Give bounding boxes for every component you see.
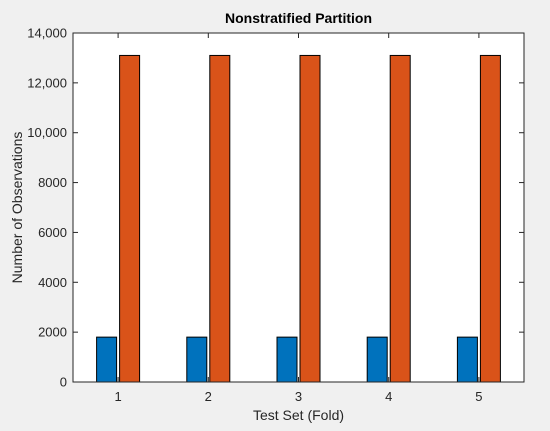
bar-series1-fold-2 [186, 336, 208, 383]
x-axis-label: Test Set (Fold) [253, 407, 344, 423]
y-tick-label: 14,000 [27, 26, 67, 41]
x-tick-label: 1 [114, 389, 121, 404]
bar-series2-fold-5 [479, 54, 501, 383]
y-tick-label: 0 [60, 375, 67, 390]
x-axis-ticks: 1 2 3 4 5 [114, 33, 483, 404]
y-tick-label: 6000 [38, 225, 67, 240]
y-tick-label: 12,000 [27, 75, 67, 90]
bar-series1-fold-3 [276, 336, 298, 383]
y-tick-label: 4000 [38, 275, 67, 290]
y-tick-label: 10,000 [27, 125, 67, 140]
x-tick-label: 2 [205, 389, 212, 404]
bar-series1-fold-5 [456, 336, 478, 383]
bar-series2-fold-1 [119, 54, 141, 383]
bar-series2-fold-2 [209, 54, 231, 383]
y-axis-label: Number of Observations [9, 132, 25, 284]
x-tick-label: 5 [475, 389, 482, 404]
bar-series2-fold-4 [389, 54, 411, 383]
plot-area [73, 33, 524, 382]
x-tick-label: 3 [295, 389, 302, 404]
chart-title: Nonstratified Partition [225, 10, 372, 26]
bar-series1-fold-1 [96, 336, 118, 383]
y-tick-label: 2000 [38, 325, 67, 340]
y-tick-label: 8000 [38, 175, 67, 190]
bar-series1-fold-4 [366, 336, 388, 383]
bars-group [96, 54, 501, 383]
bar-series2-fold-3 [299, 54, 321, 383]
y-axis-ticks: 0 2000 4000 6000 8000 10,000 12,000 14,000 [27, 26, 524, 390]
x-tick-label: 4 [385, 389, 392, 404]
